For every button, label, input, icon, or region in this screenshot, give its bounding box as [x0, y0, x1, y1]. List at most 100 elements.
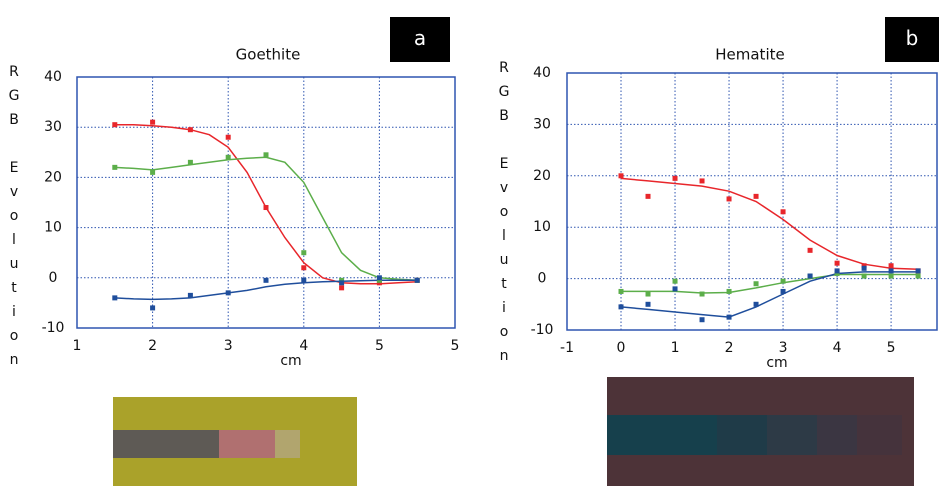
- chart: -10010203040123455Goethitecma-1001020304…: [0, 0, 939, 486]
- data-point: [619, 173, 624, 178]
- x-axis-label: cm: [766, 355, 787, 371]
- x-tick-label: 5: [887, 340, 896, 356]
- x-tick-label: 1: [73, 338, 82, 354]
- data-point: [754, 281, 759, 286]
- data-point: [808, 274, 813, 279]
- data-point: [301, 250, 306, 255]
- x-tick-label: 5: [451, 338, 460, 354]
- data-point: [916, 268, 921, 273]
- x-axis-label: cm: [280, 353, 301, 369]
- data-point: [673, 279, 678, 284]
- plot-frame: [77, 77, 455, 328]
- x-tick-label: -1: [560, 340, 574, 356]
- figure: -10010203040123455Goethitecma-1001020304…: [0, 0, 939, 486]
- data-point: [727, 289, 732, 294]
- swatch-strip: [817, 415, 857, 455]
- data-point: [646, 302, 651, 307]
- data-point: [754, 194, 759, 199]
- data-point: [150, 120, 155, 125]
- swatch-strip: [607, 415, 717, 455]
- data-point: [808, 248, 813, 253]
- y-tick-label: 0: [538, 271, 547, 287]
- data-point: [112, 122, 117, 127]
- data-point: [188, 160, 193, 165]
- data-point: [339, 280, 344, 285]
- data-point: [862, 266, 867, 271]
- x-tick-label: 3: [224, 338, 233, 354]
- y-axis-label: RGB Evolution: [496, 60, 512, 372]
- data-point: [646, 194, 651, 199]
- data-point: [150, 170, 155, 175]
- x-tick-label: 0: [617, 340, 626, 356]
- data-point: [112, 295, 117, 300]
- swatch-strip: [219, 430, 275, 458]
- data-point: [727, 315, 732, 320]
- data-point: [781, 279, 786, 284]
- data-point: [112, 165, 117, 170]
- data-point: [835, 261, 840, 266]
- data-point: [673, 176, 678, 181]
- data-point: [835, 268, 840, 273]
- x-tick-label: 2: [725, 340, 734, 356]
- data-point: [727, 196, 732, 201]
- data-point: [264, 205, 269, 210]
- swatch-strip: [767, 415, 817, 455]
- swatch-strip: [275, 430, 300, 458]
- x-tick-label: 4: [299, 338, 308, 354]
- data-point: [700, 317, 705, 322]
- data-point: [188, 127, 193, 132]
- data-point: [264, 278, 269, 283]
- y-tick-label: 20: [533, 168, 551, 184]
- fit-line: [621, 275, 918, 294]
- data-point: [889, 274, 894, 279]
- swatch-strip: [113, 430, 219, 458]
- data-point: [339, 285, 344, 290]
- data-point: [889, 263, 894, 268]
- y-tick-label: 10: [44, 220, 62, 236]
- data-point: [673, 286, 678, 291]
- fit-line: [621, 178, 918, 269]
- y-tick-label: 40: [533, 65, 551, 81]
- chart-title: Goethite: [236, 46, 301, 64]
- data-point: [226, 290, 231, 295]
- swatch-strip: [717, 415, 767, 455]
- swatch-strip: [857, 415, 902, 455]
- data-point: [150, 305, 155, 310]
- x-tick-label: 4: [833, 340, 842, 356]
- panel-label: b: [906, 26, 919, 50]
- x-tick-label: 5: [375, 338, 384, 354]
- panel-label: a: [414, 26, 426, 50]
- y-tick-label: -10: [531, 322, 554, 338]
- y-tick-label: -10: [42, 320, 65, 336]
- data-point: [226, 155, 231, 160]
- data-point: [264, 152, 269, 157]
- y-tick-label: 30: [44, 119, 62, 135]
- data-point: [226, 135, 231, 140]
- data-point: [889, 268, 894, 273]
- y-tick-label: 30: [533, 116, 551, 132]
- y-tick-label: 10: [533, 219, 551, 235]
- y-tick-label: 0: [49, 270, 58, 286]
- x-tick-label: 1: [671, 340, 680, 356]
- chart-title: Hematite: [715, 46, 784, 64]
- data-point: [781, 289, 786, 294]
- data-point: [781, 209, 786, 214]
- x-tick-label: 3: [779, 340, 788, 356]
- data-point: [301, 265, 306, 270]
- data-point: [415, 278, 420, 283]
- y-axis-label: RGB Evolution: [6, 64, 22, 376]
- data-point: [619, 289, 624, 294]
- y-tick-label: 20: [44, 169, 62, 185]
- y-tick-label: 40: [44, 69, 62, 85]
- fit-line: [115, 157, 417, 280]
- data-point: [862, 274, 867, 279]
- data-point: [754, 302, 759, 307]
- data-point: [916, 274, 921, 279]
- data-point: [646, 292, 651, 297]
- data-point: [700, 292, 705, 297]
- data-point: [377, 275, 382, 280]
- x-tick-label: 2: [148, 338, 157, 354]
- data-point: [188, 293, 193, 298]
- data-point: [301, 278, 306, 283]
- data-point: [619, 304, 624, 309]
